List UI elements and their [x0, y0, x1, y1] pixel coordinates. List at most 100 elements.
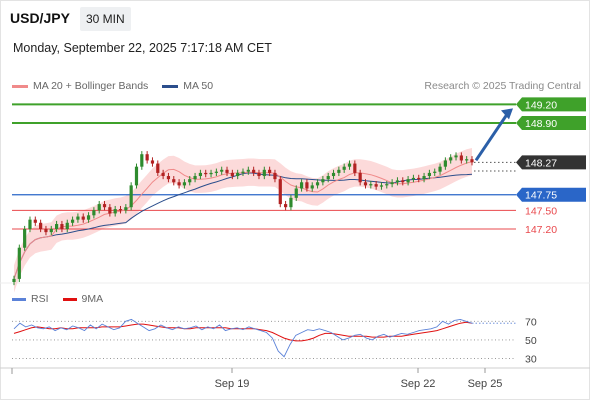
candle-body: [124, 207, 128, 211]
candle: [342, 163, 346, 173]
candle: [337, 166, 341, 177]
candle: [273, 169, 277, 183]
candle: [363, 179, 368, 189]
candle: [390, 179, 394, 188]
candle-body: [39, 222, 43, 230]
candle-body: [417, 177, 421, 180]
candle: [28, 216, 32, 233]
price-tag-text: 148.27: [525, 157, 557, 169]
candle: [172, 176, 176, 186]
candle: [262, 166, 266, 180]
candle-body: [273, 172, 277, 180]
price-tag-text: 147.20: [525, 224, 557, 236]
candle: [39, 219, 43, 233]
candle-body: [321, 179, 325, 183]
candle: [326, 172, 330, 183]
candle: [310, 182, 314, 192]
rsi-tick-30: 30: [525, 354, 537, 366]
candle: [358, 169, 362, 186]
candle: [459, 152, 463, 164]
candle: [188, 176, 192, 186]
candle-body: [97, 204, 101, 211]
candle-body: [289, 197, 293, 208]
candle-body: [70, 219, 75, 223]
candle-body: [236, 172, 240, 177]
candle: [230, 169, 234, 180]
chart-header: USD/JPY 30 MIN: [0, 0, 590, 36]
forecast-arrow: [474, 113, 509, 162]
candle-body: [443, 160, 447, 167]
candle-body: [347, 163, 352, 167]
candle: [220, 166, 224, 175]
candle-body: [305, 182, 309, 189]
candle-body: [230, 172, 234, 177]
candle: [347, 160, 352, 170]
candle-body: [129, 185, 133, 208]
candle-body: [411, 177, 416, 180]
candle-body: [102, 204, 107, 208]
price-tag-text: 148.90: [525, 118, 557, 130]
candle-body: [44, 229, 48, 233]
candle: [134, 163, 139, 189]
timeframe-button[interactable]: 30 MIN: [80, 7, 131, 31]
candle: [241, 168, 245, 177]
candle-body: [182, 182, 187, 186]
candle: [321, 176, 325, 186]
candle: [294, 185, 298, 201]
candle: [76, 213, 80, 223]
price-tag-text: 147.50: [525, 205, 557, 217]
symbol-title[interactable]: USD/JPY: [10, 10, 70, 26]
ma20-swatch: [12, 84, 28, 88]
candle-body: [374, 184, 378, 187]
rsi-tick-50: 50: [525, 335, 537, 347]
candle: [161, 169, 165, 180]
candle: [214, 168, 218, 177]
candle-body: [257, 172, 261, 177]
price-legend: MA 20 + Bollinger Bands MA 50: [12, 80, 227, 92]
forecast-arrow-head: [501, 108, 513, 120]
candle: [92, 207, 96, 219]
candle-body: [369, 184, 373, 186]
9ma-label: 9MA: [81, 293, 104, 305]
legend-rsi: RSI: [12, 293, 49, 305]
candle: [433, 168, 437, 177]
candle-body: [278, 179, 282, 205]
candle-body: [17, 247, 21, 279]
candle: [17, 244, 21, 282]
candle-body: [395, 180, 400, 183]
candle-body: [81, 216, 85, 220]
candle: [97, 200, 101, 214]
credit-text: Research © 2025 Trading Central: [424, 80, 581, 92]
candle-body: [76, 216, 80, 220]
candle-body: [113, 209, 117, 214]
candle: [374, 181, 378, 190]
candle: [102, 200, 107, 211]
candle-body: [145, 154, 149, 161]
candle: [395, 177, 400, 186]
candle: [70, 216, 75, 226]
candle-body: [92, 210, 96, 216]
candle: [257, 169, 261, 180]
x-label-sep-22: Sep 22: [401, 378, 436, 390]
candle-body: [241, 171, 245, 173]
candle-body: [337, 169, 341, 173]
candle: [86, 212, 91, 223]
candle-body: [60, 224, 64, 230]
candle-body: [86, 215, 91, 220]
price-tag-bg: [516, 97, 586, 112]
candle: [140, 151, 144, 170]
candle-body: [246, 169, 250, 172]
rsi-label: RSI: [31, 293, 49, 305]
candle-body: [118, 209, 123, 211]
candle: [81, 213, 85, 223]
candle-body: [401, 180, 405, 183]
candle-body: [331, 172, 336, 177]
candle: [417, 174, 421, 183]
candle: [465, 156, 469, 164]
candle-body: [209, 172, 213, 175]
candle-body: [284, 204, 288, 208]
candle-body: [134, 166, 139, 186]
candle-body: [422, 176, 426, 180]
candle-body: [49, 229, 53, 233]
